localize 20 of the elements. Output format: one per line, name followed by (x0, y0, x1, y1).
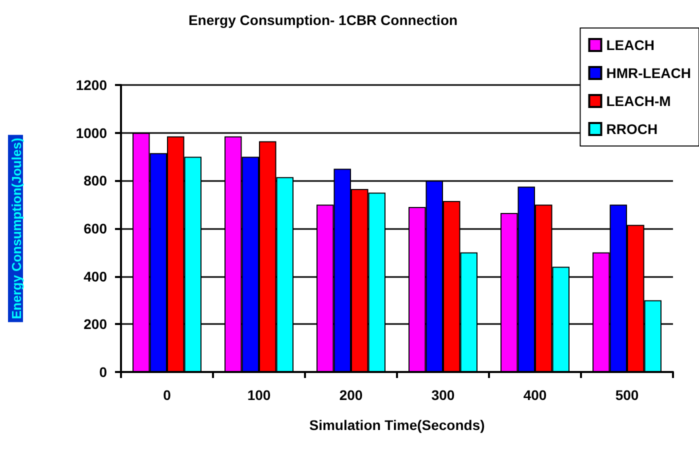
y-tick-label: 400 (84, 268, 108, 284)
legend-label: LEACH (606, 37, 654, 53)
y-tick-label: 1200 (76, 77, 108, 93)
x-axis-title: Simulation Time(Seconds) (309, 417, 485, 433)
legend-label: HMR-LEACH (606, 65, 691, 81)
x-tick-label: 200 (339, 387, 363, 403)
chart-title: Energy Consumption- 1CBR Connection (188, 12, 458, 28)
x-tick-label: 300 (431, 387, 455, 403)
legend-label: RROCH (606, 121, 658, 137)
y-axis-title: Energy Consumption(Joules) (9, 138, 24, 320)
y-tick-label: 800 (84, 172, 108, 189)
x-tick-label: 0 (163, 387, 172, 403)
x-tick-label: 500 (615, 387, 639, 403)
y-tick-label: 200 (84, 316, 108, 332)
y-tick-label: 600 (84, 220, 108, 236)
y-tick-label: 0 (99, 364, 108, 380)
y-tick-label: 1000 (76, 124, 108, 141)
legend-label: LEACH-M (606, 93, 671, 109)
x-tick-label: 100 (247, 387, 271, 403)
x-tick-label: 400 (523, 387, 547, 403)
